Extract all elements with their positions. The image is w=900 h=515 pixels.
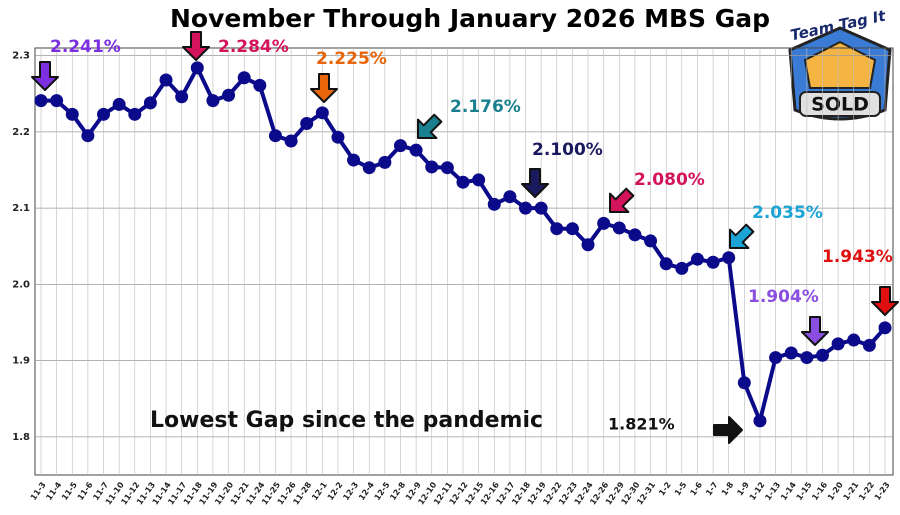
point — [97, 107, 111, 121]
annotation: 2.176% — [450, 97, 521, 117]
point — [50, 94, 64, 108]
annotation: 1.904% — [748, 287, 819, 307]
point — [253, 78, 267, 92]
point — [503, 190, 517, 204]
point — [628, 228, 642, 242]
point — [112, 97, 126, 111]
point — [472, 173, 486, 187]
annotation-arrow — [729, 223, 755, 249]
point — [81, 129, 95, 143]
point — [784, 346, 798, 360]
logo: Team Tag It SOLD — [788, 6, 892, 121]
point — [800, 351, 814, 365]
annotation-arrow — [417, 113, 443, 139]
y-tick-label: 2.0 — [12, 279, 30, 290]
y-tick-label: 2.3 — [12, 51, 30, 62]
point — [300, 116, 314, 130]
point — [65, 107, 79, 121]
annotation: 2.100% — [532, 140, 603, 160]
annotation-arrow — [31, 61, 59, 91]
logo-badge-bg — [799, 91, 881, 117]
annotation-arrow — [871, 286, 899, 316]
point — [815, 348, 829, 362]
point — [206, 94, 220, 108]
point — [128, 107, 142, 121]
plot-area — [34, 47, 894, 476]
annotation-arrow — [801, 316, 829, 346]
point — [862, 338, 876, 352]
point — [753, 414, 767, 428]
y-tick-label: 1.8 — [12, 432, 30, 443]
annotation: 2.284% — [218, 37, 289, 57]
annotation-arrow — [310, 73, 338, 103]
point — [34, 94, 48, 108]
point — [690, 252, 704, 266]
point — [237, 71, 251, 85]
y-tick-label: 2.1 — [12, 203, 30, 214]
point — [268, 129, 282, 143]
annotation: 2.225% — [316, 49, 387, 69]
point — [409, 143, 423, 157]
point — [644, 234, 658, 248]
chart-title: November Through January 2026 MBS Gap — [170, 4, 770, 33]
point — [659, 257, 673, 271]
annotation: 2.035% — [752, 203, 823, 223]
logo-badge: SOLD — [811, 94, 869, 116]
point — [222, 88, 236, 102]
point — [362, 161, 376, 175]
point — [706, 255, 720, 269]
point — [347, 153, 361, 167]
point — [425, 160, 439, 174]
annotation-arrow — [182, 31, 210, 61]
point — [190, 61, 204, 75]
point — [456, 175, 470, 189]
annotation-arrow — [713, 416, 743, 444]
annotation: 1.943% — [822, 247, 893, 267]
annotation: 1.821% — [608, 415, 675, 434]
point — [378, 155, 392, 169]
annotation: Lowest Gap since the pandemic — [150, 408, 543, 433]
point — [550, 222, 564, 236]
point — [284, 134, 298, 148]
point — [331, 130, 345, 144]
y-tick-label: 1.9 — [12, 356, 30, 367]
point — [440, 161, 454, 175]
point — [769, 351, 783, 365]
point — [597, 216, 611, 230]
y-tick-label: 2.2 — [12, 127, 30, 138]
point — [159, 73, 173, 87]
point — [675, 261, 689, 275]
annotation: 2.241% — [50, 37, 121, 57]
point — [847, 333, 861, 347]
point — [737, 376, 751, 390]
point — [534, 201, 548, 215]
point — [393, 139, 407, 153]
point — [175, 90, 189, 104]
point — [143, 96, 157, 110]
point — [581, 238, 595, 252]
annotation-arrow — [521, 168, 549, 198]
point — [315, 106, 329, 120]
point — [722, 251, 736, 265]
point — [878, 321, 892, 335]
point — [831, 337, 845, 351]
point — [565, 222, 579, 236]
point — [487, 197, 501, 211]
annotation: 2.080% — [634, 170, 705, 190]
annotation-arrow — [609, 187, 635, 213]
point — [612, 221, 626, 235]
point — [519, 201, 533, 215]
